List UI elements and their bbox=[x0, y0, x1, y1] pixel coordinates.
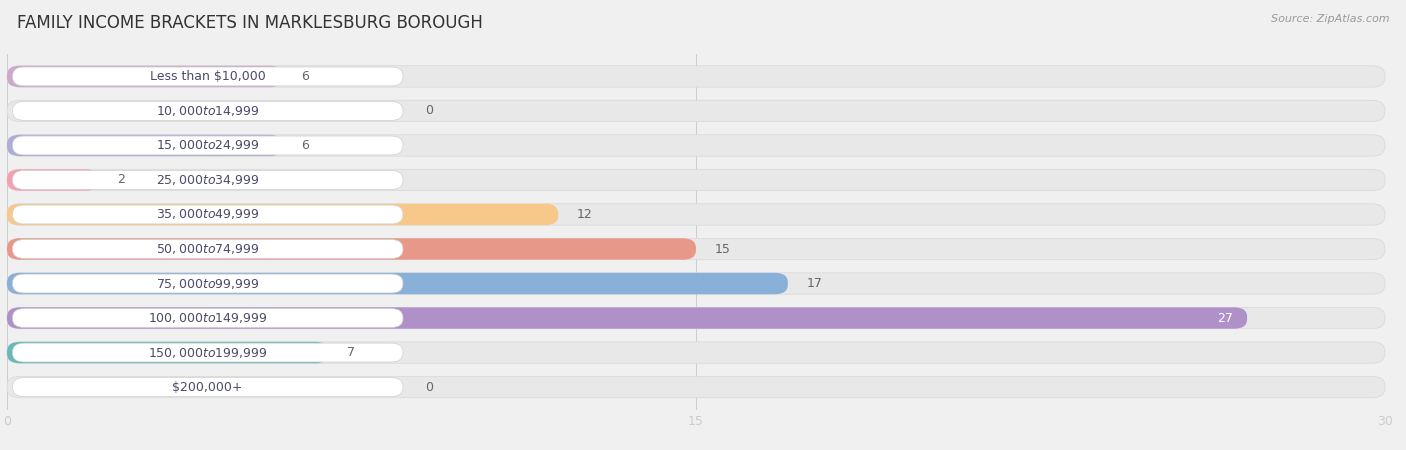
FancyBboxPatch shape bbox=[7, 342, 329, 363]
FancyBboxPatch shape bbox=[13, 378, 404, 396]
FancyBboxPatch shape bbox=[13, 343, 404, 362]
Text: 6: 6 bbox=[301, 139, 309, 152]
Text: $50,000 to $74,999: $50,000 to $74,999 bbox=[156, 242, 260, 256]
Text: $35,000 to $49,999: $35,000 to $49,999 bbox=[156, 207, 260, 221]
FancyBboxPatch shape bbox=[13, 239, 404, 258]
Text: 7: 7 bbox=[347, 346, 354, 359]
FancyBboxPatch shape bbox=[7, 307, 1385, 329]
FancyBboxPatch shape bbox=[7, 273, 1385, 294]
FancyBboxPatch shape bbox=[13, 136, 404, 155]
FancyBboxPatch shape bbox=[7, 376, 1385, 398]
FancyBboxPatch shape bbox=[7, 204, 558, 225]
FancyBboxPatch shape bbox=[7, 169, 98, 191]
Text: 0: 0 bbox=[425, 104, 433, 117]
FancyBboxPatch shape bbox=[7, 100, 1385, 122]
Text: $75,000 to $99,999: $75,000 to $99,999 bbox=[156, 276, 260, 291]
Text: 17: 17 bbox=[806, 277, 823, 290]
Text: FAMILY INCOME BRACKETS IN MARKLESBURG BOROUGH: FAMILY INCOME BRACKETS IN MARKLESBURG BO… bbox=[17, 14, 482, 32]
FancyBboxPatch shape bbox=[7, 66, 283, 87]
FancyBboxPatch shape bbox=[7, 238, 696, 260]
Text: 6: 6 bbox=[301, 70, 309, 83]
Text: $25,000 to $34,999: $25,000 to $34,999 bbox=[156, 173, 260, 187]
FancyBboxPatch shape bbox=[13, 205, 404, 224]
FancyBboxPatch shape bbox=[7, 273, 787, 294]
FancyBboxPatch shape bbox=[13, 67, 404, 86]
FancyBboxPatch shape bbox=[13, 102, 404, 120]
FancyBboxPatch shape bbox=[7, 342, 1385, 363]
Text: $200,000+: $200,000+ bbox=[173, 381, 243, 394]
Text: 12: 12 bbox=[576, 208, 592, 221]
Text: 27: 27 bbox=[1218, 311, 1233, 324]
Text: 2: 2 bbox=[117, 174, 125, 186]
FancyBboxPatch shape bbox=[7, 307, 1247, 329]
Text: 15: 15 bbox=[714, 243, 730, 256]
Text: $100,000 to $149,999: $100,000 to $149,999 bbox=[148, 311, 267, 325]
FancyBboxPatch shape bbox=[7, 135, 1385, 156]
Text: 0: 0 bbox=[425, 381, 433, 394]
FancyBboxPatch shape bbox=[7, 135, 283, 156]
FancyBboxPatch shape bbox=[7, 204, 1385, 225]
FancyBboxPatch shape bbox=[7, 66, 1385, 87]
Text: $10,000 to $14,999: $10,000 to $14,999 bbox=[156, 104, 260, 118]
FancyBboxPatch shape bbox=[7, 238, 1385, 260]
Text: Source: ZipAtlas.com: Source: ZipAtlas.com bbox=[1271, 14, 1389, 23]
Text: $15,000 to $24,999: $15,000 to $24,999 bbox=[156, 139, 260, 153]
FancyBboxPatch shape bbox=[13, 309, 404, 328]
FancyBboxPatch shape bbox=[13, 274, 404, 293]
FancyBboxPatch shape bbox=[7, 169, 1385, 191]
Text: Less than $10,000: Less than $10,000 bbox=[150, 70, 266, 83]
Text: $150,000 to $199,999: $150,000 to $199,999 bbox=[148, 346, 267, 360]
FancyBboxPatch shape bbox=[13, 171, 404, 189]
